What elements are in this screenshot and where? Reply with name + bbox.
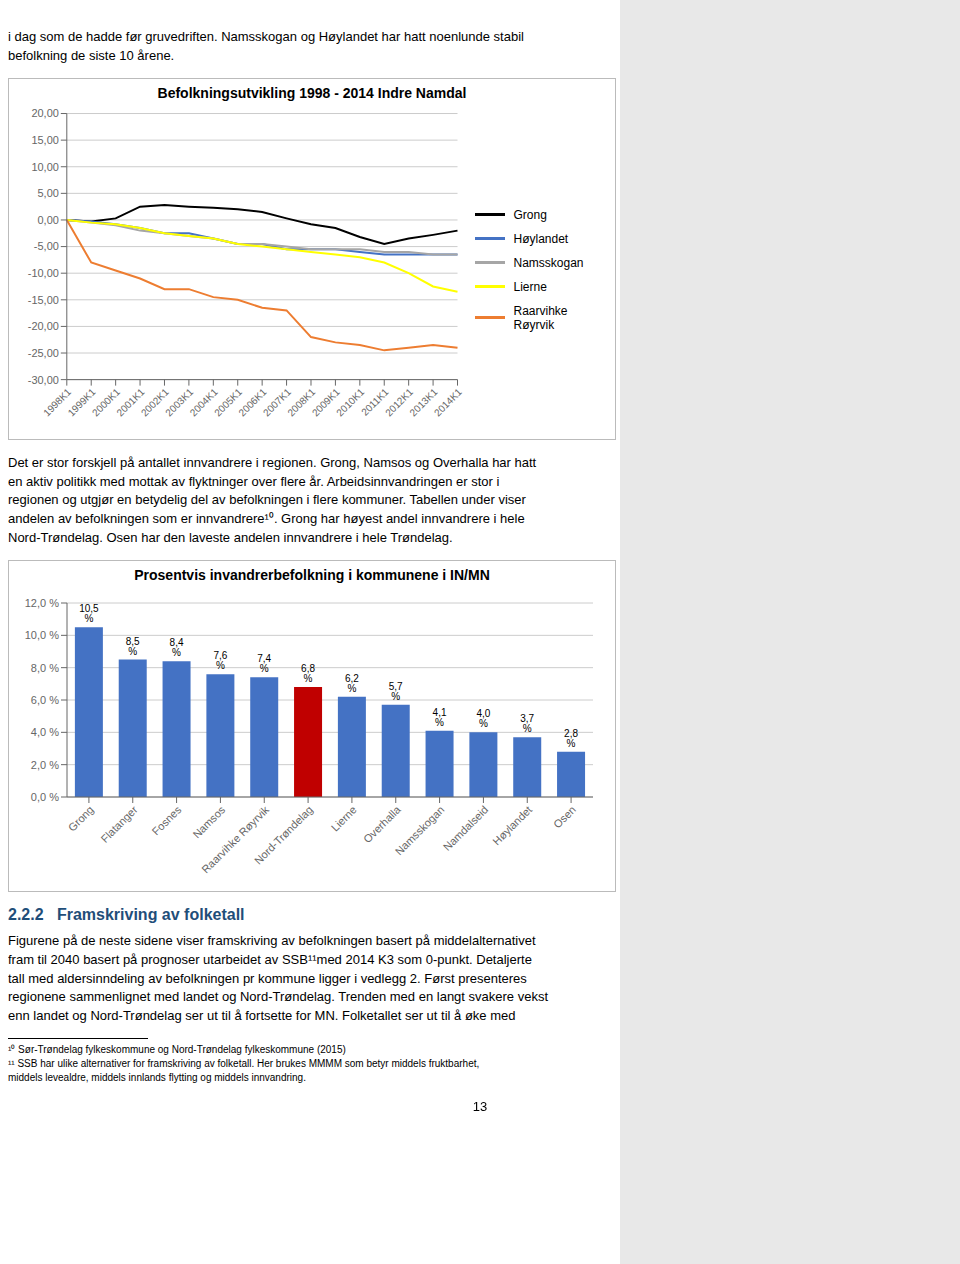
svg-text:10,5%: 10,5% bbox=[79, 603, 99, 624]
svg-text:Grong: Grong bbox=[66, 803, 96, 833]
svg-text:8,4%: 8,4% bbox=[170, 637, 184, 658]
html-text:Figurene på de neste sidene vi: Figurene på de neste sidene viser framsk… bbox=[8, 932, 548, 1024]
svg-text:Namdalseid: Namdalseid bbox=[441, 803, 491, 853]
html-text:¹⁰ Sør-Trøndelag fylkeskommune: ¹⁰ Sør-Trøndelag fylkeskommune og Nord-T… bbox=[8, 1044, 346, 1056]
html-text:Raarvihke Røyrvik: Raarvihke Røyrvik bbox=[513, 303, 568, 332]
svg-text:2005K1: 2005K1 bbox=[212, 385, 245, 418]
svg-text:Osen: Osen bbox=[551, 803, 578, 830]
html-text:13: 13 bbox=[472, 1099, 488, 1115]
svg-text:4,0%: 4,0% bbox=[476, 708, 490, 729]
svg-text:Nord-Trøndelag: Nord-Trøndelag bbox=[252, 803, 315, 866]
svg-text:Flatanger: Flatanger bbox=[98, 803, 140, 845]
svg-text:-15,00: -15,00 bbox=[28, 293, 59, 305]
svg-text:1998K1: 1998K1 bbox=[41, 385, 74, 418]
svg-text:-25,00: -25,00 bbox=[28, 347, 59, 359]
svg-text:0,0 %: 0,0 % bbox=[31, 791, 59, 803]
svg-text:2007K1: 2007K1 bbox=[260, 385, 293, 418]
svg-text:0,00: 0,00 bbox=[38, 214, 59, 226]
svg-text:2013K1: 2013K1 bbox=[407, 385, 440, 418]
svg-text:8,5%: 8,5% bbox=[126, 635, 140, 656]
svg-text:6,2%: 6,2% bbox=[345, 673, 359, 694]
svg-text:12,0 %: 12,0 % bbox=[25, 597, 59, 609]
svg-text:20,00: 20,00 bbox=[31, 107, 58, 119]
svg-text:Namsskogan: Namsskogan bbox=[393, 803, 447, 857]
svg-text:Raarvihke Røyrvik: Raarvihke Røyrvik bbox=[199, 803, 272, 876]
svg-text:1999K1: 1999K1 bbox=[65, 385, 98, 418]
svg-text:2010K1: 2010K1 bbox=[334, 385, 367, 418]
html-text:¹¹ SSB har ulike alternativer: ¹¹ SSB har ulike alternativer for framsk… bbox=[8, 1058, 480, 1070]
svg-text:-5,00: -5,00 bbox=[34, 240, 59, 252]
svg-text:2011K1: 2011K1 bbox=[359, 385, 391, 418]
svg-text:-20,00: -20,00 bbox=[28, 320, 59, 332]
svg-text:Overhalla: Overhalla bbox=[361, 803, 403, 845]
svg-text:2003K1: 2003K1 bbox=[163, 385, 196, 418]
html-text:Høylandet: Høylandet bbox=[513, 231, 569, 246]
svg-text:15,00: 15,00 bbox=[31, 134, 58, 146]
svg-text:5,00: 5,00 bbox=[38, 187, 59, 199]
svg-text:6,0 %: 6,0 % bbox=[31, 694, 59, 706]
svg-text:10,00: 10,00 bbox=[31, 160, 58, 172]
svg-text:2006K1: 2006K1 bbox=[236, 385, 269, 418]
svg-text:4,1%: 4,1% bbox=[433, 707, 447, 728]
svg-text:Høylandet: Høylandet bbox=[490, 803, 534, 847]
svg-text:2000K1: 2000K1 bbox=[90, 385, 123, 418]
svg-text:2012K1: 2012K1 bbox=[383, 385, 416, 418]
svg-text:7,4%: 7,4% bbox=[257, 653, 271, 674]
html-text:Befolkningsutvikling 1998 - 20: Befolkningsutvikling 1998 - 2014 Indre N… bbox=[157, 84, 467, 101]
html-text:Namsskogan: Namsskogan bbox=[513, 255, 584, 270]
svg-text:3,7%: 3,7% bbox=[520, 713, 534, 734]
svg-text:Lierne: Lierne bbox=[329, 803, 359, 833]
svg-text:6,8%: 6,8% bbox=[301, 663, 315, 684]
svg-text:2014K1: 2014K1 bbox=[432, 386, 464, 418]
svg-text:-30,00: -30,00 bbox=[28, 373, 59, 385]
svg-text:5,7%: 5,7% bbox=[389, 681, 403, 702]
html-text:Prosentvis invandrerbefolkning: Prosentvis invandrerbefolkning i kommune… bbox=[134, 566, 490, 583]
svg-text:-10,00: -10,00 bbox=[28, 267, 59, 279]
svg-text:Fosnes: Fosnes bbox=[150, 803, 184, 837]
html-text:2.2.2 Framskriving av folketal: 2.2.2 Framskriving av folketall bbox=[8, 905, 245, 923]
html-text:Det er stor forskjell på antal: Det er stor forskjell på antallet innvan… bbox=[8, 454, 537, 546]
svg-text:2008K1: 2008K1 bbox=[285, 385, 318, 418]
svg-text:2009K1: 2009K1 bbox=[309, 385, 342, 418]
html-text:Lierne: Lierne bbox=[513, 279, 547, 294]
svg-text:2004K1: 2004K1 bbox=[187, 385, 220, 418]
svg-text:Namsos: Namsos bbox=[190, 803, 227, 840]
svg-text:2002K1: 2002K1 bbox=[138, 385, 171, 418]
svg-text:2,8%: 2,8% bbox=[564, 728, 578, 749]
svg-text:10,0 %: 10,0 % bbox=[25, 629, 59, 641]
html-text:i dag som de hadde før gruvedr: i dag som de hadde før gruvedriften. Nam… bbox=[8, 29, 524, 63]
svg-text:4,0 %: 4,0 % bbox=[31, 726, 59, 738]
html-text:middels levealdre, middels inn: middels levealdre, middels innlands flyt… bbox=[8, 1072, 306, 1084]
html-text:Grong: Grong bbox=[513, 207, 547, 222]
svg-text:7,6%: 7,6% bbox=[213, 650, 227, 671]
svg-text:2001K1: 2001K1 bbox=[114, 385, 147, 418]
svg-text:2,0 %: 2,0 % bbox=[31, 758, 59, 770]
svg-text:8,0 %: 8,0 % bbox=[31, 661, 59, 673]
